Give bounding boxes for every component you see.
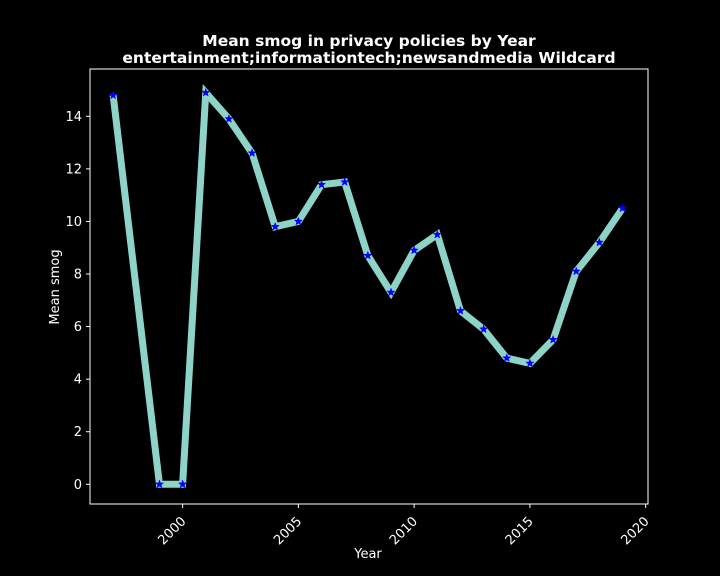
data-point (293, 216, 304, 226)
data-point (617, 203, 628, 213)
data-point (247, 148, 257, 158)
chart-subtitle: entertainment;informationtech;newsandmed… (122, 49, 615, 67)
y-tick-label: 2 (74, 425, 82, 440)
y-tick-label: 6 (74, 320, 82, 335)
data-point (363, 250, 373, 260)
data-point (386, 287, 396, 297)
y-axis-label: Mean smog (48, 249, 63, 324)
y-tick-label: 14 (65, 110, 82, 125)
data-point (409, 245, 419, 255)
data-point (316, 179, 327, 189)
y-tick-label: 0 (74, 478, 82, 493)
data-point (525, 358, 535, 368)
data-point (201, 87, 211, 97)
y-tick-label: 10 (65, 215, 82, 230)
data-point (571, 266, 581, 276)
data-point (594, 237, 605, 247)
y-tick-label: 8 (74, 268, 82, 283)
chart-title: Mean smog in privacy policies by Year (202, 32, 536, 50)
data-point (177, 479, 188, 489)
data-point (502, 353, 512, 363)
y-tick-label: 12 (65, 162, 82, 177)
series-line (109, 83, 626, 488)
data-point (455, 305, 466, 315)
y-tick-label: 4 (74, 373, 82, 388)
data-point (154, 479, 165, 489)
data-point (224, 114, 234, 123)
data-point (108, 90, 118, 100)
data-point (340, 177, 350, 186)
data-point (432, 229, 442, 239)
data-point (270, 221, 280, 231)
data-point (548, 334, 558, 344)
plot-frame (89, 68, 649, 505)
data-point (478, 324, 489, 334)
x-axis-label: Year (353, 547, 382, 562)
